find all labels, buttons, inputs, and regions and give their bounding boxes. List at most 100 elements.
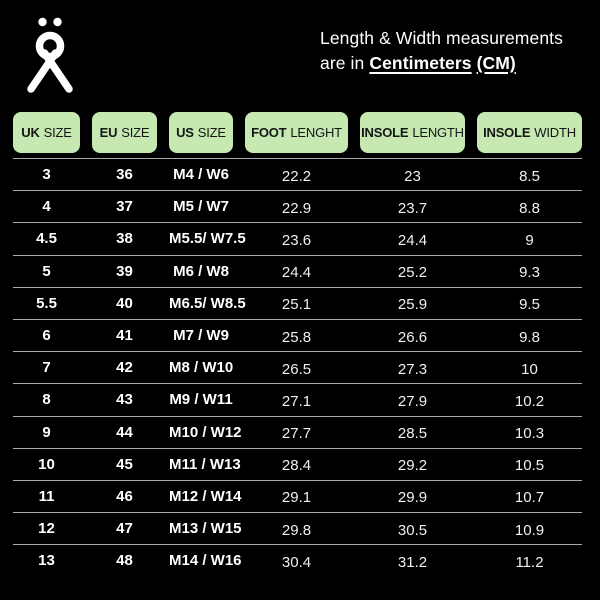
table-cell: 4.5 bbox=[36, 230, 57, 248]
table-row: 12 47 M13 / W15 29.8 30.5 10.9 bbox=[13, 512, 582, 544]
table-cell: 25.8 bbox=[281, 328, 312, 346]
table-cell: 30.5 bbox=[397, 521, 428, 539]
table-cell: 9.3 bbox=[519, 264, 540, 282]
table-row: 13 48 M14 / W16 30.4 31.2 11.2 bbox=[13, 544, 582, 576]
table-cell: M5 / W7 bbox=[173, 198, 229, 216]
table-cell: M5.5/ W7.5 bbox=[169, 230, 246, 248]
table-cell: 10.9 bbox=[514, 521, 545, 539]
table-cell: 9 bbox=[525, 231, 534, 249]
table-cell: 4 bbox=[42, 198, 51, 216]
table-cell: 26.5 bbox=[281, 360, 312, 378]
table-cell: M11 / W13 bbox=[169, 455, 241, 473]
table-cell: 42 bbox=[116, 359, 133, 377]
note-prefix: are in bbox=[320, 53, 370, 73]
column-header-normal: LENGTH bbox=[412, 125, 464, 140]
table-cell: 6 bbox=[42, 327, 51, 345]
table-cell: 3 bbox=[42, 166, 51, 184]
table-cell: M12 / W14 bbox=[169, 487, 242, 505]
table-cell: 5.5 bbox=[36, 294, 57, 312]
column-header-normal: LENGHT bbox=[290, 125, 342, 140]
column-header-eu-size: EU SIZE bbox=[92, 112, 157, 153]
table-cell: 29.1 bbox=[281, 489, 312, 507]
table-cell: 25.9 bbox=[397, 296, 428, 314]
column-header-normal: WIDTH bbox=[534, 125, 576, 140]
column-header-us-size: US SIZE bbox=[169, 112, 233, 153]
table-cell: 9.8 bbox=[519, 328, 540, 346]
table-row: 3 36 M4 / W6 22.2 23 8.5 bbox=[13, 158, 582, 190]
measurement-note: Length & Width measurements are in Centi… bbox=[320, 26, 590, 76]
table-cell: 24.4 bbox=[281, 264, 312, 282]
table-cell: 46 bbox=[116, 487, 133, 505]
table-cell: 36 bbox=[116, 166, 133, 184]
table-cell: 47 bbox=[116, 520, 133, 538]
table-cell: M10 / W12 bbox=[169, 423, 242, 441]
table-cell: 26.6 bbox=[397, 328, 428, 346]
table-cell: 27.3 bbox=[397, 360, 428, 378]
table-cell: 25.2 bbox=[397, 264, 428, 282]
table-cell: 25.1 bbox=[281, 296, 312, 314]
table-row: 4.5 38 M5.5/ W7.5 23.6 24.4 9 bbox=[13, 222, 582, 254]
table-cell: 8.8 bbox=[519, 199, 540, 217]
column-header-strong: UK bbox=[21, 125, 40, 140]
column-header-uk-size: UK SIZE bbox=[13, 112, 80, 153]
column-header-insole-length: INSOLE LENGTH bbox=[360, 112, 465, 153]
column-header-normal: SIZE bbox=[121, 125, 150, 140]
table-cell: 39 bbox=[116, 262, 133, 280]
table-cell: 10 bbox=[521, 360, 538, 378]
table-row: 5 39 M6 / W8 24.4 25.2 9.3 bbox=[13, 254, 582, 287]
column-header-strong: US bbox=[176, 125, 194, 140]
table-cell: M9 / W11 bbox=[169, 391, 233, 409]
column-header-strong: INSOLE bbox=[483, 125, 531, 140]
table-cell: 13 bbox=[38, 552, 55, 570]
table-cell: 37 bbox=[116, 198, 133, 216]
table-row: 9 44 M10 / W12 27.7 28.5 10.3 bbox=[13, 415, 582, 448]
table-cell: M14 / W16 bbox=[169, 552, 242, 570]
table-cell: 48 bbox=[116, 552, 133, 570]
table-cell: 8.5 bbox=[519, 167, 540, 185]
table-cell: 23.7 bbox=[397, 199, 428, 217]
column-header-strong: EU bbox=[99, 125, 118, 140]
table-cell: 28.4 bbox=[281, 457, 312, 475]
table-row: 10 45 M11 / W13 28.4 29.2 10.5 bbox=[13, 447, 582, 480]
table-cell: 23 bbox=[404, 167, 421, 185]
table-cell: 31.2 bbox=[397, 553, 428, 571]
table-cell: 11 bbox=[38, 487, 55, 505]
table-cell: 22.2 bbox=[281, 167, 312, 185]
table-cell: 45 bbox=[116, 455, 133, 473]
column-header-strong: FOOT bbox=[251, 125, 287, 140]
table-cell: 29.2 bbox=[397, 457, 428, 475]
table-cell: 10.7 bbox=[514, 489, 545, 507]
table-cell: M4 / W6 bbox=[173, 166, 229, 184]
table-cell: M6 / W8 bbox=[173, 262, 229, 280]
brand-logo bbox=[20, 8, 80, 98]
table-row: 5.5 40 M6.5/ W8.5 25.1 25.9 9.5 bbox=[13, 286, 582, 319]
table-cell: 29.8 bbox=[281, 521, 312, 539]
table-cell: 38 bbox=[116, 230, 133, 248]
table-cell: 12 bbox=[38, 520, 55, 538]
table-row: 8 43 M9 / W11 27.1 27.9 10.2 bbox=[13, 383, 582, 415]
stick-figure-person-icon bbox=[27, 17, 73, 93]
table-cell: 10 bbox=[38, 455, 55, 473]
table-row: 11 46 M12 / W14 29.1 29.9 10.7 bbox=[13, 479, 582, 512]
table-cell: 9.5 bbox=[519, 296, 540, 314]
size-table-body: 3 36 M4 / W6 22.2 23 8.5 4 37 M5 / W7 22.9 23.7 8.8… bbox=[13, 158, 582, 576]
table-cell: 28.5 bbox=[397, 425, 428, 443]
table-cell: M8 / W10 bbox=[169, 359, 234, 377]
table-cell: 10.3 bbox=[514, 425, 545, 443]
table-cell: 24.4 bbox=[397, 231, 428, 249]
table-cell: 10.2 bbox=[514, 392, 545, 410]
column-header-normal: SIZE bbox=[197, 125, 226, 140]
table-cell: 30.4 bbox=[281, 553, 312, 571]
note-unit-word: Centimeters bbox=[369, 53, 472, 73]
table-cell: 22.9 bbox=[281, 199, 312, 217]
table-cell: 27.1 bbox=[281, 392, 312, 410]
table-cell: 8 bbox=[42, 391, 51, 409]
table-cell: 10.5 bbox=[514, 457, 545, 475]
table-cell: 27.7 bbox=[281, 425, 312, 443]
column-header-row: UK SIZE EU SIZE US SIZE FOOT LENGHT INSOLE LENGTH… bbox=[13, 112, 582, 153]
column-header-insole-width: INSOLE WIDTH bbox=[477, 112, 582, 153]
table-cell: M7 / W9 bbox=[173, 327, 229, 345]
table-cell: 27.9 bbox=[397, 392, 428, 410]
measurement-note-line2: are in Centimeters (CM) bbox=[320, 51, 590, 76]
table-row: 4 37 M5 / W7 22.9 23.7 8.8 bbox=[13, 190, 582, 222]
